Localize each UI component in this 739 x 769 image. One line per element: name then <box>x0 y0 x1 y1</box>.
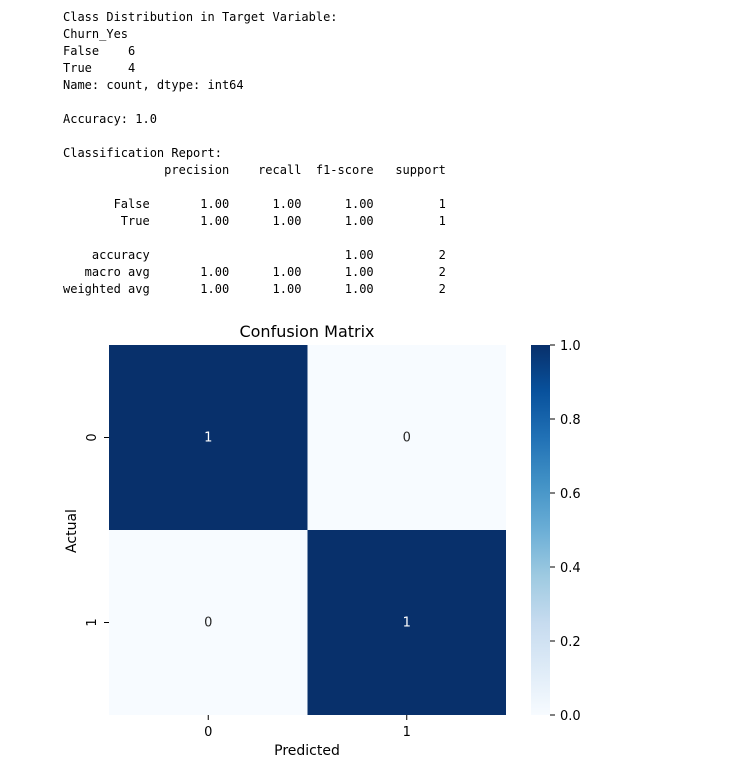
colorbar <box>531 345 550 715</box>
chart-title: Confusion Matrix <box>239 322 374 341</box>
cell-annotation: 1 <box>403 616 411 631</box>
colorbar-tick-label: 0.6 <box>560 487 581 502</box>
colorbar-tick-label: 0.0 <box>560 709 581 724</box>
y-tick-label: 1 <box>85 618 100 626</box>
x-axis-label: Predicted <box>274 743 340 759</box>
colorbar-tick-label: 0.8 <box>560 413 581 428</box>
cell-annotation: 0 <box>403 431 411 446</box>
colorbar-tick-label: 0.4 <box>560 561 581 576</box>
y-axis-label: Actual <box>64 509 80 553</box>
x-tick-label: 1 <box>403 725 411 740</box>
colorbar-tick-label: 1.0 <box>560 339 581 354</box>
cell-annotation: 1 <box>204 431 212 446</box>
y-tick-label: 0 <box>85 433 100 441</box>
x-tick-label: 0 <box>204 725 212 740</box>
colorbar-tick-label: 0.2 <box>560 635 581 650</box>
cell-annotation: 0 <box>204 616 212 631</box>
